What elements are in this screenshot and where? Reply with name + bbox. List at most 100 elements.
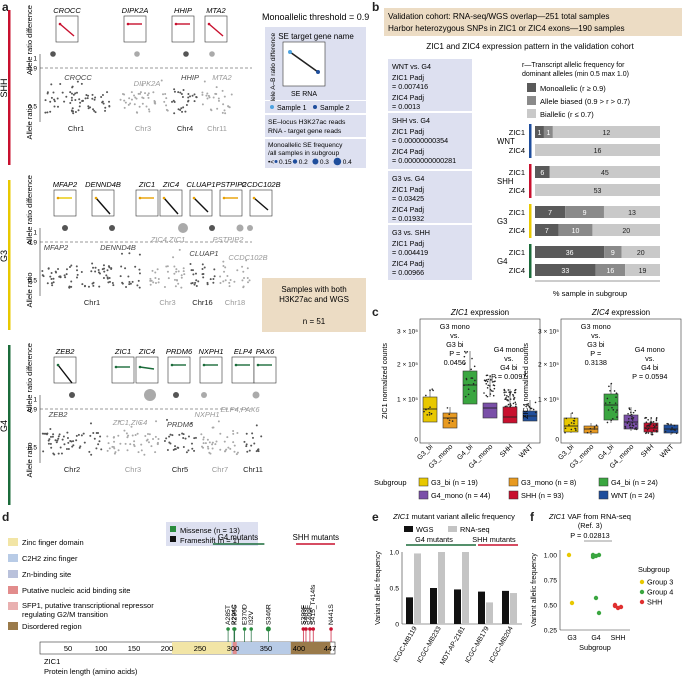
allele-point bbox=[251, 436, 254, 439]
allele-point bbox=[215, 440, 218, 443]
f-point bbox=[566, 552, 572, 558]
jitter-point bbox=[463, 355, 466, 358]
bar-segment bbox=[595, 264, 626, 276]
allele-point bbox=[217, 97, 220, 100]
allele-point bbox=[72, 112, 75, 115]
shh-mut-dot bbox=[329, 627, 333, 631]
allele-point bbox=[154, 271, 157, 274]
allele-point bbox=[87, 94, 90, 97]
mini-gene-label: CROCC bbox=[53, 6, 81, 15]
allele-point bbox=[166, 449, 169, 452]
jitter-point bbox=[503, 394, 506, 396]
jitter-point bbox=[428, 411, 431, 414]
allele-point bbox=[212, 277, 215, 280]
stats-zic4-value: = 0.0013 bbox=[392, 102, 420, 111]
mini-plot-line bbox=[57, 364, 73, 384]
allele-point bbox=[206, 281, 209, 284]
allele-point bbox=[52, 281, 55, 284]
allele-point bbox=[63, 100, 66, 103]
e-bar-rna bbox=[462, 552, 469, 624]
panel-b-subtitle: ZIC1 and ZIC4 expression pattern in the … bbox=[426, 42, 634, 51]
jitter-point bbox=[606, 421, 609, 424]
legend-title-line2: dominant alleles (min 0.5 max 1.0) bbox=[522, 71, 629, 78]
bar-segment-label: 33 bbox=[561, 268, 569, 275]
stats-zic4-label: ZIC4 Padj bbox=[392, 93, 424, 102]
allele-point bbox=[67, 441, 70, 444]
legend-label: SHH (n = 93) bbox=[521, 491, 564, 500]
title-rest: expression bbox=[609, 308, 650, 317]
allele-point bbox=[189, 95, 192, 98]
allele-point bbox=[68, 286, 71, 289]
allele-point bbox=[113, 440, 116, 443]
g4-plots: ZEB2 ZIC1 ZIC4 PRDM6 NXPH1 ELP4 PAX610.90.5Chr… bbox=[28, 347, 277, 474]
stats-title: WNT vs. G4 bbox=[392, 62, 431, 71]
subgroup-label: G3 bbox=[497, 217, 507, 226]
mini-plot-line bbox=[139, 366, 155, 370]
allele-point bbox=[182, 106, 185, 109]
jitter-point bbox=[451, 420, 454, 422]
jitter-point bbox=[564, 431, 566, 434]
gene-marker-label: CCDC102B bbox=[228, 253, 267, 262]
jitter-point bbox=[653, 425, 656, 428]
jitter-point bbox=[645, 416, 648, 419]
allele-point bbox=[127, 103, 130, 106]
bar-segment bbox=[535, 126, 544, 138]
xtick-label: G3_bi bbox=[557, 443, 575, 461]
jitter-point bbox=[504, 405, 507, 408]
allele-point bbox=[178, 248, 181, 251]
allele-point bbox=[163, 440, 166, 443]
allele-point bbox=[77, 433, 80, 436]
panel-e-figure: ZIC1 mutant variant allelic frequency WGS… bbox=[375, 512, 522, 666]
e-bar-rna bbox=[510, 593, 517, 624]
allele-point bbox=[75, 276, 78, 279]
allele-point bbox=[65, 268, 68, 271]
jitter-point bbox=[512, 395, 515, 397]
legend-swatch bbox=[598, 490, 609, 500]
jitter-point bbox=[670, 423, 672, 426]
allele-point bbox=[111, 445, 114, 448]
allele-point bbox=[246, 276, 249, 279]
jitter-point bbox=[513, 398, 515, 401]
allele-point bbox=[89, 434, 92, 437]
domain-swatch bbox=[8, 554, 18, 562]
allele-point bbox=[227, 446, 230, 449]
f-xlabel: Subgroup bbox=[579, 643, 611, 652]
allele-point bbox=[59, 446, 62, 449]
shh-main-ylabel: Allele ratio bbox=[25, 104, 34, 139]
allele-point bbox=[83, 441, 86, 444]
allele-point bbox=[89, 422, 92, 425]
freq-size-label: 0.2 bbox=[299, 159, 308, 166]
bar-segment bbox=[535, 224, 559, 236]
chr-label: Chr4 bbox=[177, 124, 193, 133]
stats-zic1-label: ZIC1 Padj bbox=[392, 73, 424, 82]
allele-point bbox=[206, 438, 209, 441]
annotation-a: G3 bi bbox=[446, 340, 464, 349]
bar-segment-label: 20 bbox=[637, 250, 645, 257]
jitter-point bbox=[650, 421, 653, 423]
allele-point bbox=[94, 111, 97, 114]
legend-swatch bbox=[527, 96, 536, 105]
panel-a-figure: SHH G3 G4 Monoallelic threshold = 0.9 Al… bbox=[0, 5, 369, 505]
allele-point bbox=[166, 418, 169, 421]
domain-legend: Zinc finger domain C2H2 zinc finger Zn-bin… bbox=[8, 522, 258, 631]
jitter-point bbox=[473, 365, 476, 368]
annotation-b: P = 0.0594 bbox=[632, 372, 667, 381]
allele-point bbox=[187, 96, 190, 99]
mini-plot-line bbox=[59, 23, 75, 37]
allele-point bbox=[205, 94, 208, 97]
jitter-point bbox=[527, 402, 529, 405]
g4-mut-label: E370D bbox=[242, 604, 249, 625]
chr-label: Chr1 bbox=[84, 298, 100, 307]
allele-point bbox=[106, 276, 109, 279]
allele-point bbox=[70, 92, 73, 95]
allele-point bbox=[69, 440, 72, 443]
validation-header-1: Validation cohort: RNA-seq/WGS overlap—2… bbox=[388, 12, 609, 21]
allele-point bbox=[166, 109, 169, 112]
allele-point bbox=[241, 265, 244, 268]
jitter-point bbox=[509, 405, 512, 408]
gene-marker bbox=[109, 225, 115, 231]
mini-gene-label: ZIC1 bbox=[138, 180, 155, 189]
mini-plot-dot bbox=[56, 196, 60, 200]
missense-label: Missense (n = 13) bbox=[180, 526, 240, 535]
mini-gene-label: NXPH1 bbox=[198, 347, 223, 356]
